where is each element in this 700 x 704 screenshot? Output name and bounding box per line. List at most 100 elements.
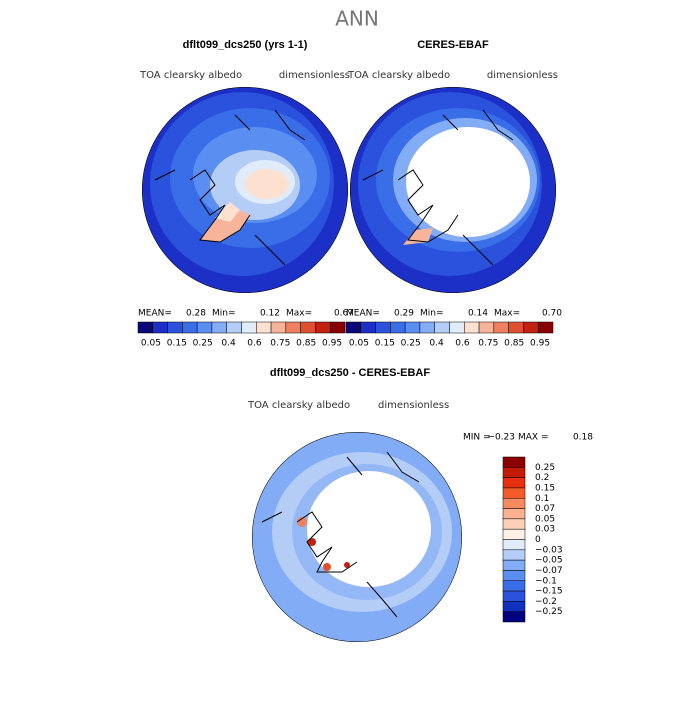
colorbar-swatch (478, 321, 495, 334)
colorbar-label: −0.2 (535, 597, 557, 607)
colorbar-swatch (502, 611, 526, 623)
colorbar-label: −0.05 (535, 556, 563, 566)
colorbar-swatch (502, 570, 526, 581)
colorbar-label: 0.05 (141, 339, 161, 349)
colorbar-label: 0 (535, 535, 541, 545)
colorbar-swatch (345, 321, 362, 334)
colorbar-label: 0.85 (504, 339, 524, 349)
colorbar-label: 0.6 (247, 339, 262, 349)
colorbar-label: 0.75 (270, 339, 290, 349)
colorbar-swatch (502, 549, 526, 561)
stat-label: MAX = (518, 433, 549, 443)
colorbar-label: 0.15 (167, 339, 187, 349)
variable-label: TOA clearsky albedo (247, 400, 350, 411)
variable-label: TOA clearsky albedo (347, 70, 450, 81)
colorbar-swatch (226, 321, 242, 334)
colorbar-swatch (502, 580, 526, 592)
stat-value: 0.14 (468, 309, 488, 319)
colorbar-swatch (493, 321, 509, 334)
colorbar-swatch (360, 321, 376, 334)
colorbar-label: 0.95 (322, 339, 342, 349)
colorbar-swatch (502, 528, 526, 540)
colorbar-swatch (502, 601, 526, 612)
colorbar-label: 0.05 (349, 339, 369, 349)
colorbar-swatch (502, 498, 526, 509)
colorbar-label: 0.03 (535, 525, 555, 535)
colorbar-swatch (390, 321, 406, 334)
stat-value: 0.12 (260, 309, 280, 319)
map-difference (252, 432, 462, 642)
colorbar-label: 0.75 (478, 339, 498, 349)
colorbar-swatch (434, 321, 450, 334)
stat-value: 0.70 (542, 309, 562, 319)
stat-label: MEAN= (138, 309, 172, 319)
colorbar-swatch (502, 508, 526, 520)
colorbar-swatch (211, 321, 227, 334)
colorbar-label: −0.1 (535, 576, 557, 586)
units-label: dimensionless (378, 400, 449, 411)
colorbar-swatch (375, 321, 391, 334)
colorbar-label: 0.1 (535, 494, 549, 504)
colorbar-label: 0.25 (401, 339, 421, 349)
colorbar-label: 0.05 (535, 514, 555, 524)
colorbar-label: 0.25 (193, 339, 213, 349)
colorbar-swatch (508, 321, 524, 334)
stat-label: Min= (420, 309, 444, 319)
stat-value: 0.28 (186, 309, 206, 319)
colorbar-swatch (315, 321, 331, 334)
colorbar-swatch (502, 477, 526, 489)
colorbar-swatch (502, 487, 526, 499)
colorbar-swatch (285, 321, 301, 334)
colorbar-swatch (502, 518, 526, 530)
stat-label: Min= (212, 309, 236, 319)
stat-label: Max= (494, 309, 520, 319)
stat-value: 0.18 (573, 433, 593, 443)
colorbar-swatch (329, 321, 346, 334)
colorbar-label: −0.07 (535, 566, 563, 576)
colorbar-label: 0.6 (455, 339, 470, 349)
colorbar-swatch (256, 321, 272, 334)
colorbar-swatch (404, 321, 421, 334)
colorbar-swatch (537, 321, 554, 334)
colorbar-swatch (196, 321, 213, 334)
units-label: dimensionless (487, 70, 558, 81)
stat-value: 0.29 (394, 309, 414, 319)
colorbar-label: 0.95 (530, 339, 550, 349)
panel-title: CERES-EBAF (417, 39, 489, 51)
stat-value: −0.23 (487, 433, 515, 443)
colorbar-swatch (502, 559, 526, 571)
map-model (142, 87, 348, 293)
colorbar-label: 0.4 (429, 339, 444, 349)
colorbar-label: 0.15 (375, 339, 395, 349)
panel-title: dflt099_dcs250 - CERES-EBAF (270, 367, 430, 379)
colorbar-swatch (300, 321, 316, 334)
variable-label: TOA clearsky albedo (139, 70, 242, 81)
colorbar-label: −0.25 (535, 607, 563, 617)
colorbar-swatch (419, 321, 435, 334)
stat-label: MIN = (463, 433, 491, 443)
colorbar-swatch (502, 590, 526, 602)
panel-title: dflt099_dcs250 (yrs 1-1) (183, 39, 308, 51)
colorbar-swatch (449, 321, 465, 334)
units-label: dimensionless (279, 70, 350, 81)
colorbar-label: −0.03 (535, 545, 563, 555)
figure-title: ANN (335, 7, 379, 31)
colorbar-swatch (502, 467, 526, 478)
colorbar-label: 0.15 (535, 483, 555, 493)
colorbar-swatch (464, 321, 480, 334)
colorbar-swatch (523, 321, 539, 334)
map-obs (350, 87, 556, 293)
stat-label: Max= (286, 309, 312, 319)
stat-label: MEAN= (346, 309, 380, 319)
colorbar-label: 0.4 (221, 339, 236, 349)
colorbar-swatch (270, 321, 287, 334)
colorbar-swatch (502, 456, 526, 468)
colorbar-swatch (502, 539, 526, 551)
colorbar-swatch (182, 321, 198, 334)
colorbar-swatch (137, 321, 154, 334)
stat-value: 0.67 (334, 309, 354, 319)
colorbar-label: 0.2 (535, 473, 549, 483)
colorbar-swatch (167, 321, 183, 334)
colorbar-label: 0.07 (535, 504, 555, 514)
